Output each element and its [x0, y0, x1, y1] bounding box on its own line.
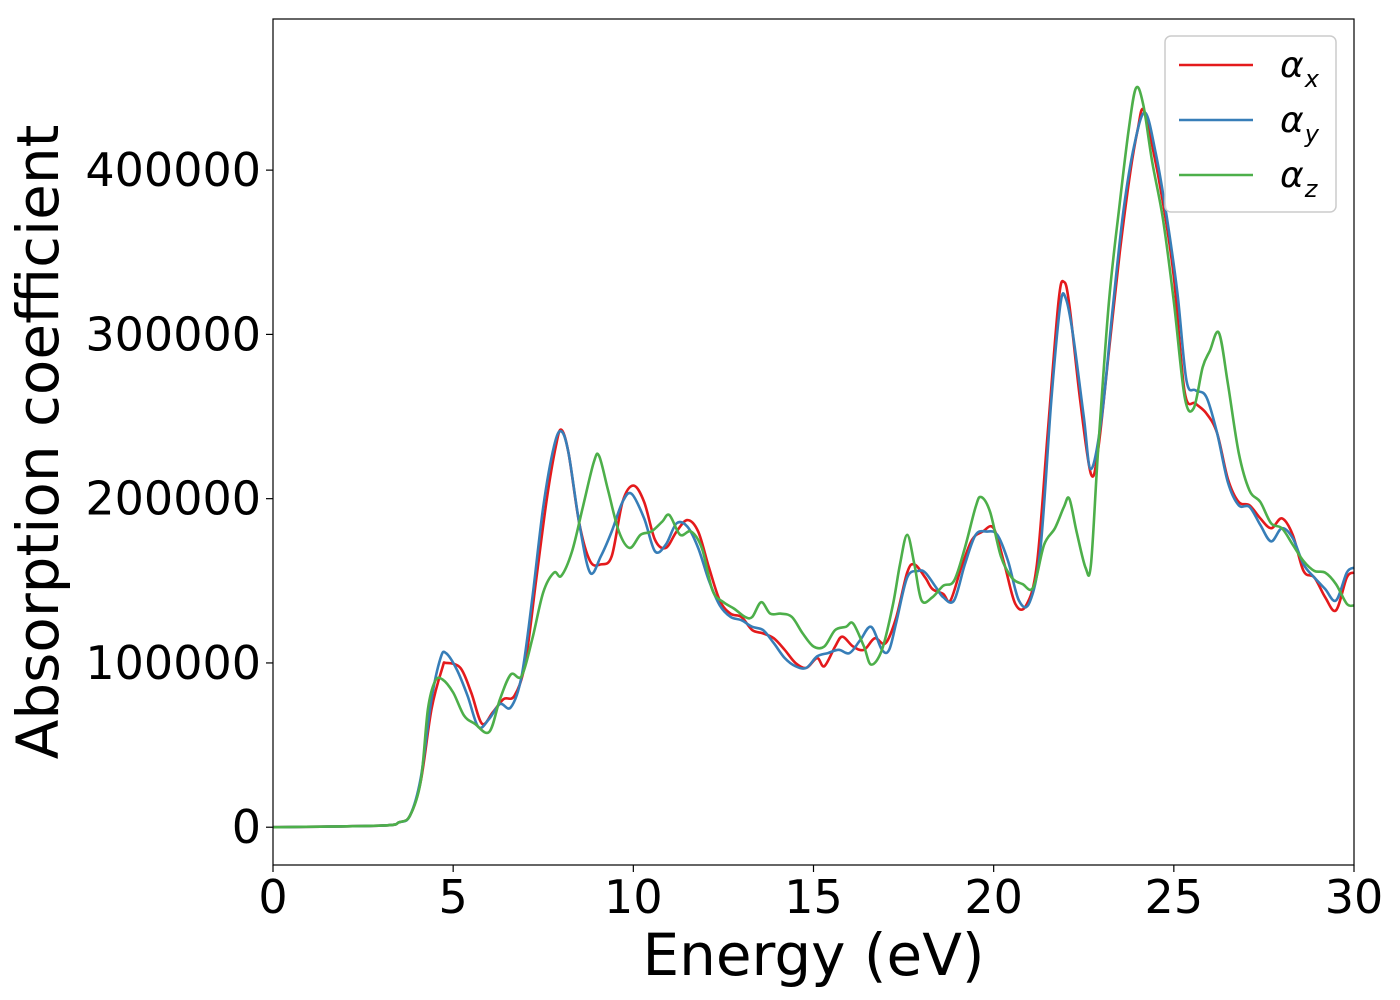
- y-tick-label: 400000: [85, 143, 261, 197]
- y-tick-label: 300000: [85, 307, 261, 361]
- x-tick-label: 0: [258, 870, 287, 924]
- x-tick-label: 20: [964, 870, 1023, 924]
- x-tick-label: 30: [1325, 870, 1384, 924]
- legend-label-x: αx: [1280, 45, 1320, 93]
- y-axis: 0 100000 200000 300000 400000: [85, 143, 273, 854]
- legend-box: [1164, 35, 1337, 213]
- x-tick-label: 10: [604, 870, 663, 924]
- x-tick-label: 5: [439, 870, 468, 924]
- x-axis: 0 5 10 15 20 25 30: [258, 865, 1383, 924]
- y-tick-label: 100000: [85, 636, 261, 690]
- x-tick-label: 25: [1145, 870, 1204, 924]
- y-tick-label: 200000: [85, 472, 261, 526]
- series-line-z: [272, 85, 1355, 829]
- x-axis-title: Energy (eV): [642, 921, 984, 989]
- x-tick-label: 15: [784, 870, 843, 924]
- y-axis-title: Absorption coefficient: [4, 125, 72, 760]
- y-tick-label: 0: [232, 800, 261, 854]
- series-layer: [272, 85, 1355, 829]
